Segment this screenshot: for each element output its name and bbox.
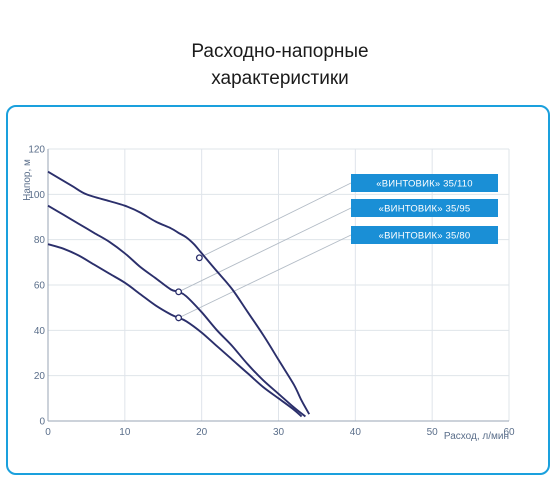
series-line-2 [47, 204, 306, 418]
legend-box-2 [351, 199, 498, 217]
y-tick-label: 40 [34, 326, 46, 337]
series-line-1 [47, 170, 311, 415]
chart-title: Расходно-напорные характеристики [0, 38, 560, 92]
series-markers [175, 254, 203, 322]
leader-line-2 [178, 207, 352, 293]
leader-line-3 [178, 234, 352, 319]
x-tick-label: 50 [427, 427, 439, 438]
series-marker-3 [175, 314, 183, 322]
x-tick-label: 60 [503, 427, 515, 438]
legend-box-3 [351, 226, 498, 244]
leader-lines [178, 182, 352, 319]
x-axis-label: Расход, л/мин [444, 431, 509, 442]
legend-label-2: «ВИНТОВИК» 35/95 [379, 204, 471, 215]
y-tick-label: 100 [28, 190, 45, 201]
x-tick-label: 40 [350, 427, 362, 438]
legend: «ВИНТОВИК» 35/110 «ВИНТОВИК» 35/95 «ВИНТОВ… [351, 174, 498, 244]
x-tick-label: 0 [45, 427, 51, 438]
y-tick-label: 0 [39, 417, 45, 428]
chart-frame [6, 105, 550, 475]
y-tick-label: 80 [34, 235, 46, 246]
x-tick-label: 30 [273, 427, 285, 438]
series-marker-1 [195, 254, 203, 262]
legend-label-3: «ВИНТОВИК» 35/80 [379, 231, 471, 242]
legend-label-1: «ВИНТОВИК» 35/110 [376, 179, 472, 190]
tick-labels: 0 10 20 30 40 50 60 0 20 40 60 80 100 120 [28, 145, 515, 439]
leader-line-1 [199, 182, 352, 259]
y-tick-label: 120 [28, 145, 45, 156]
y-tick-label: 20 [34, 371, 46, 382]
x-tick-label: 10 [119, 427, 131, 438]
y-tick-label: 60 [34, 281, 46, 292]
x-tick-label: 20 [196, 427, 208, 438]
series-marker-2 [175, 288, 183, 296]
chart-title-line-1: Расходно-напорные [191, 41, 369, 62]
chart-title-line-2: характеристики [211, 68, 349, 89]
y-axis-label: Напор, м [22, 159, 33, 201]
legend-box-1 [351, 174, 498, 192]
axes [47, 149, 509, 422]
